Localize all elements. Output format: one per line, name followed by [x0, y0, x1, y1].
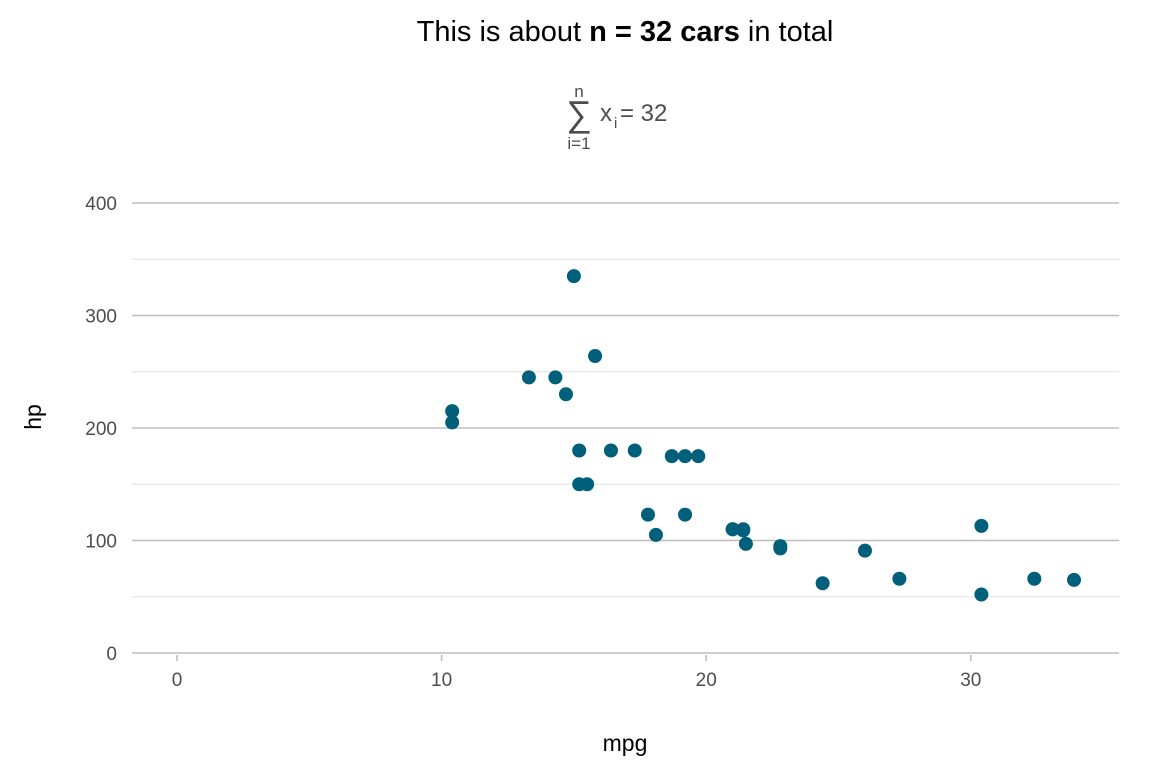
- y-tick-label-0: 0: [106, 644, 117, 665]
- data-points: [445, 269, 1082, 602]
- data-point-11: [603, 443, 618, 458]
- data-point-10: [640, 507, 655, 522]
- chart-title: This is about n = 32 cars in total: [417, 16, 834, 48]
- x-tick-label-0: 0: [172, 670, 183, 691]
- x-tick-label-3: 30: [960, 670, 981, 691]
- chart-title-suffix: in total: [740, 16, 834, 48]
- y-axis-ticks: 0 100 200 300 400: [85, 194, 117, 665]
- sum-equation: = 32: [620, 100, 667, 127]
- data-point-19: [1067, 572, 1082, 587]
- data-point-26: [857, 543, 872, 558]
- y-axis-title: hp: [20, 404, 46, 430]
- data-point-31: [736, 523, 751, 538]
- sum-symbol: ∑: [566, 93, 592, 134]
- data-point-25: [892, 571, 907, 586]
- sum-lower-limit: i=1: [567, 134, 590, 153]
- x-axis-ticks: 0 10 20 30: [172, 655, 981, 691]
- y-tick-label-1: 100: [85, 532, 117, 553]
- data-point-16: [558, 387, 573, 402]
- data-point-9: [678, 507, 693, 522]
- y-tick-label-2: 200: [85, 419, 117, 440]
- chart-title-prefix: This is about: [417, 16, 589, 48]
- data-point-22: [572, 477, 587, 492]
- data-point-20: [738, 536, 753, 551]
- x-tick-label-2: 20: [696, 670, 717, 691]
- x-tick-label-1: 10: [431, 670, 452, 691]
- data-point-12: [627, 443, 642, 458]
- chart-subtitle-formula: n ∑ i=1 x i = 32: [566, 82, 667, 153]
- data-point-28: [588, 349, 603, 363]
- data-point-15: [445, 404, 460, 419]
- data-point-14: [445, 415, 460, 430]
- data-point-27: [974, 518, 989, 533]
- data-point-17: [1027, 571, 1042, 586]
- data-point-30: [566, 269, 581, 284]
- data-point-13: [572, 443, 587, 458]
- grid-lines: [132, 202, 1119, 654]
- x-axis-title: mpg: [603, 730, 648, 756]
- data-point-6: [548, 370, 563, 385]
- data-point-7: [815, 576, 830, 591]
- data-point-23: [521, 370, 536, 385]
- data-point-18: [974, 587, 989, 602]
- sum-variable: x: [600, 100, 612, 127]
- data-point-24: [678, 449, 693, 464]
- data-point-8: [773, 539, 788, 554]
- data-point-4: [664, 449, 679, 464]
- chart-title-bold: n = 32 cars: [589, 16, 740, 48]
- y-tick-label-4: 400: [85, 194, 117, 215]
- sum-subscript: i: [614, 115, 617, 132]
- sum-upper-limit: n: [574, 82, 583, 101]
- data-point-29: [691, 449, 706, 464]
- y-tick-label-3: 300: [85, 307, 117, 328]
- data-point-1: [725, 522, 740, 537]
- data-point-5: [648, 527, 663, 542]
